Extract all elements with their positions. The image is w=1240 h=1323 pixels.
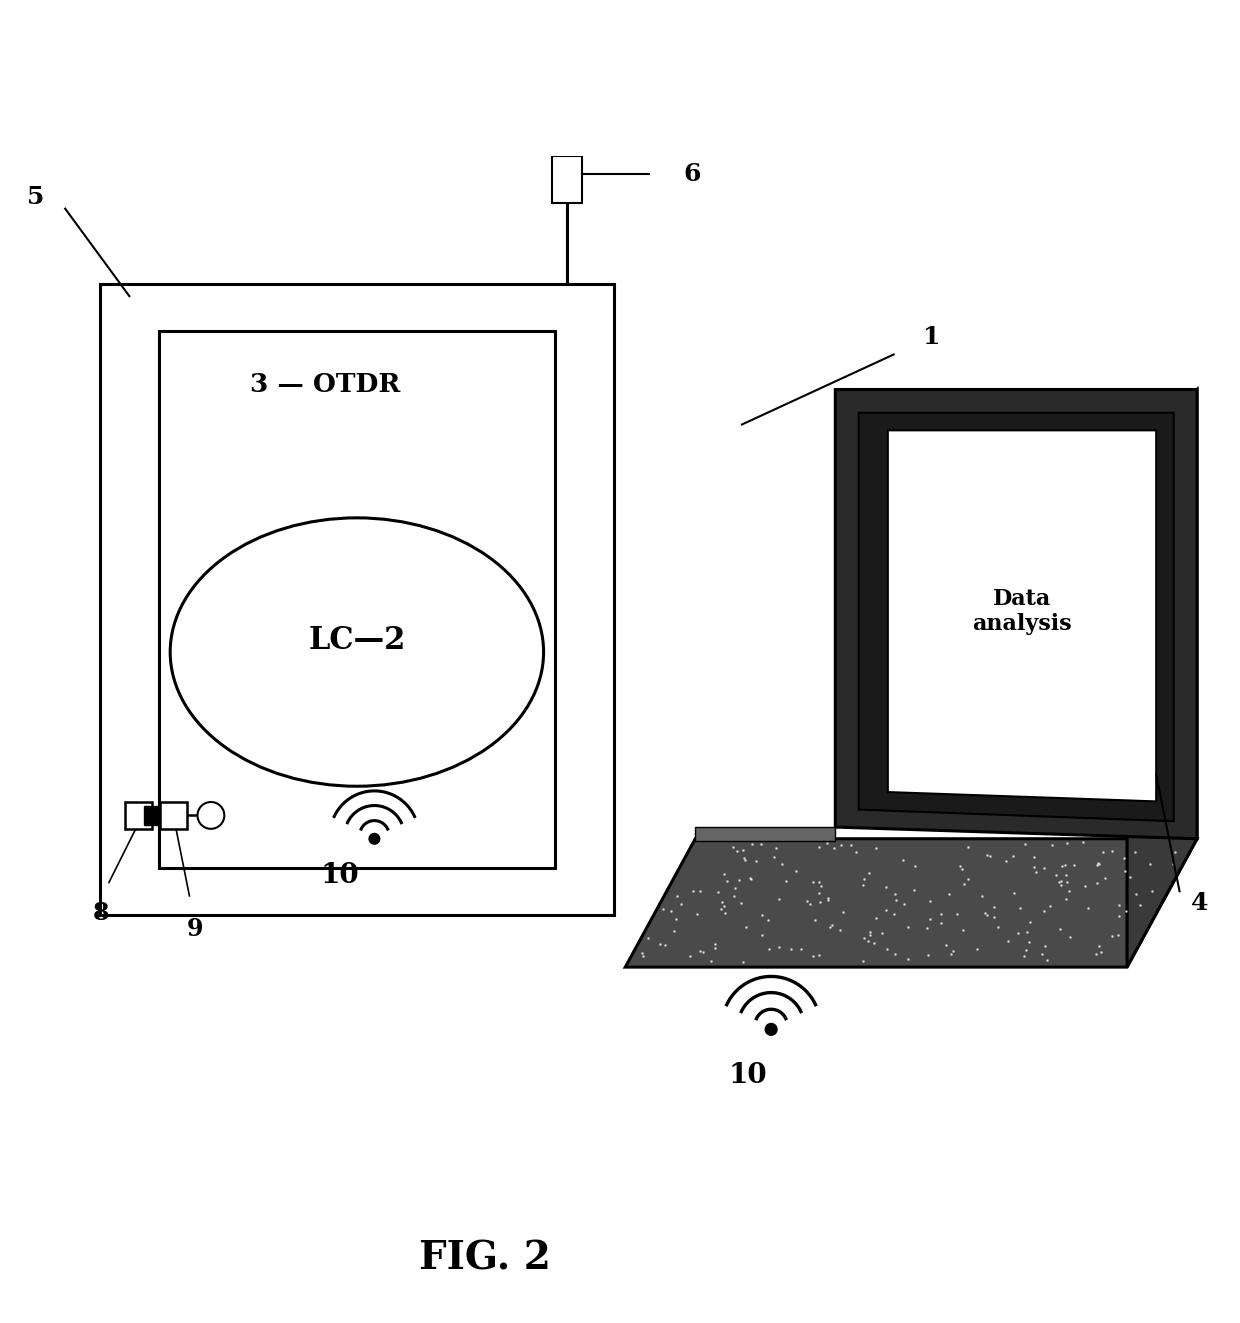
Text: 8: 8 — [93, 901, 109, 925]
Text: 5: 5 — [27, 185, 45, 209]
Text: 1: 1 — [923, 325, 940, 349]
Text: 4: 4 — [1192, 890, 1209, 916]
Bar — [125, 802, 151, 828]
Circle shape — [765, 1024, 777, 1036]
Text: 3 — OTDR: 3 — OTDR — [250, 372, 401, 397]
Polygon shape — [858, 413, 1174, 822]
Text: 9: 9 — [186, 917, 203, 942]
Text: Data
analysis: Data analysis — [972, 587, 1071, 635]
Text: LC—2: LC—2 — [309, 624, 405, 656]
Polygon shape — [836, 389, 1197, 839]
Text: 10: 10 — [320, 863, 358, 889]
Circle shape — [197, 802, 224, 828]
Text: 6: 6 — [683, 161, 701, 185]
Bar — [552, 156, 582, 202]
Bar — [144, 806, 157, 824]
Polygon shape — [625, 839, 1197, 967]
Polygon shape — [1127, 389, 1197, 967]
Circle shape — [370, 833, 379, 844]
Polygon shape — [888, 430, 1156, 802]
Bar — [160, 802, 187, 828]
Ellipse shape — [170, 517, 543, 786]
Bar — [100, 284, 614, 914]
Text: 10: 10 — [728, 1061, 768, 1089]
Text: FIG. 2: FIG. 2 — [419, 1240, 551, 1278]
Polygon shape — [696, 827, 836, 841]
Bar — [159, 331, 556, 868]
Bar — [552, 0, 582, 45]
